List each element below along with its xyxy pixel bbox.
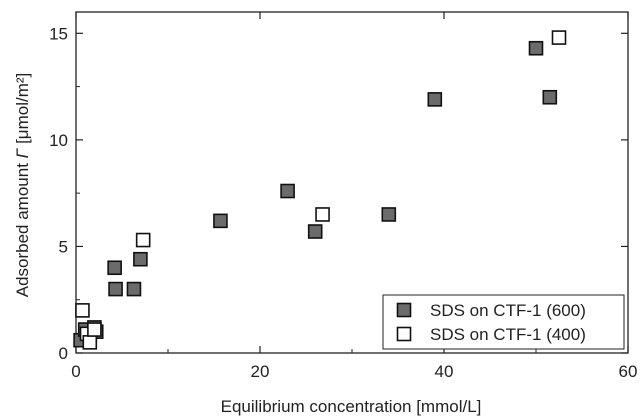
data-points: [73, 30, 567, 350]
x-axis-label: Equilibrium concentration [mmol/L]: [221, 397, 482, 416]
y-tick-label: 0: [59, 344, 68, 363]
data-point-600: [107, 260, 122, 276]
data-point-600: [213, 213, 228, 229]
data-point-600: [427, 92, 443, 107]
x-tick-label: 0: [71, 362, 80, 381]
data-point-600: [133, 251, 148, 267]
legend-marker: [396, 302, 412, 318]
data-point-600: [280, 183, 295, 199]
x-tick-label: 40: [435, 362, 454, 381]
x-tick-label: 60: [619, 362, 638, 381]
y-axis-label-symbol: Γ: [13, 147, 32, 158]
y-tick-label: 5: [59, 237, 68, 256]
data-point-600: [108, 281, 123, 297]
x-tick-label: 20: [251, 362, 270, 381]
legend-marker: [396, 326, 412, 342]
data-point-600: [542, 89, 558, 105]
data-point-400: [75, 303, 90, 318]
y-tick-label: 10: [49, 131, 68, 150]
data-point-600: [307, 224, 323, 239]
data-point-400: [87, 322, 102, 337]
axes: 0 20 40 60 0 5 10 15: [49, 11, 638, 381]
data-point-600: [528, 40, 544, 56]
data-point-400: [82, 335, 98, 350]
y-axis-label: Adsorbed amount Γ [μmol/m²]: [13, 73, 32, 298]
y-axis-label-suffix: [μmol/m²]: [13, 73, 32, 149]
legend-box: [382, 294, 625, 350]
data-point-400: [135, 232, 151, 248]
y-axis-label-prefix: Adsorbed amount: [13, 158, 32, 297]
y-tick-label: 15: [49, 24, 68, 43]
legend-label: SDS on CTF-1 (400): [430, 325, 586, 344]
data-point-400: [315, 207, 330, 222]
data-point-600: [381, 207, 397, 222]
legend-label: SDS on CTF-1 (600): [430, 301, 586, 320]
legend: SDS on CTF-1 (600) SDS on CTF-1 (400): [382, 294, 625, 350]
data-point-400: [551, 30, 567, 45]
data-point-600: [126, 281, 142, 297]
